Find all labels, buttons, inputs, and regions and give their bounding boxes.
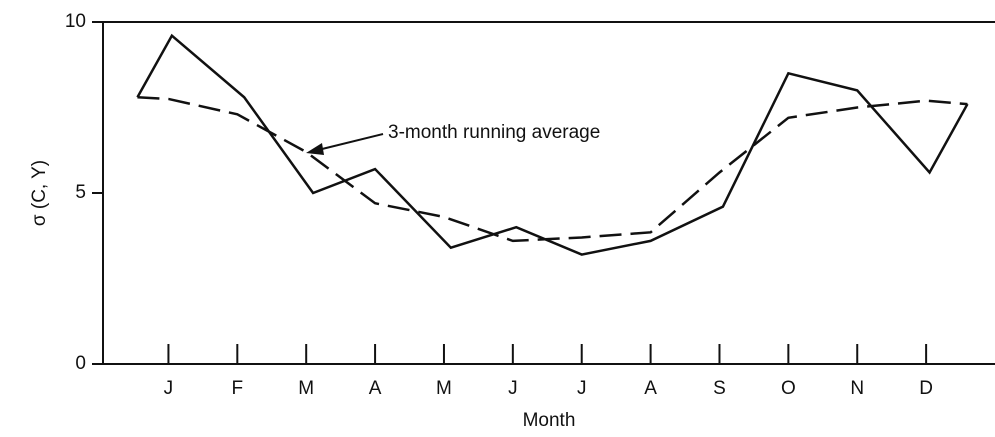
x-tick-label: J [577, 378, 587, 399]
x-tick-label: J [508, 378, 518, 399]
x-axis-label: Month [523, 410, 576, 431]
annotation-arrow [317, 133, 384, 151]
x-tick-label: A [644, 378, 657, 399]
x-tick-label: N [850, 378, 864, 399]
y-tick-label: 0 [75, 353, 86, 374]
solid-line [136, 33, 969, 256]
y-tick-label: 5 [75, 182, 86, 203]
y-axis-label: σ (C, Y) [29, 160, 50, 226]
dashed-line [137, 95, 968, 243]
x-tick-label: M [436, 378, 452, 399]
x-tick-label: O [781, 378, 796, 399]
y-tick-label: 10 [65, 11, 86, 32]
x-tick-label: M [298, 378, 314, 399]
annotation: 3-month running average [388, 122, 600, 143]
x-tick-label: D [919, 378, 933, 399]
arrow-head [306, 143, 324, 155]
x-tick-label: J [164, 378, 174, 399]
x-tick-label: F [232, 378, 244, 399]
x-tick-label: A [369, 378, 382, 399]
x-tick-label: S [713, 378, 726, 399]
